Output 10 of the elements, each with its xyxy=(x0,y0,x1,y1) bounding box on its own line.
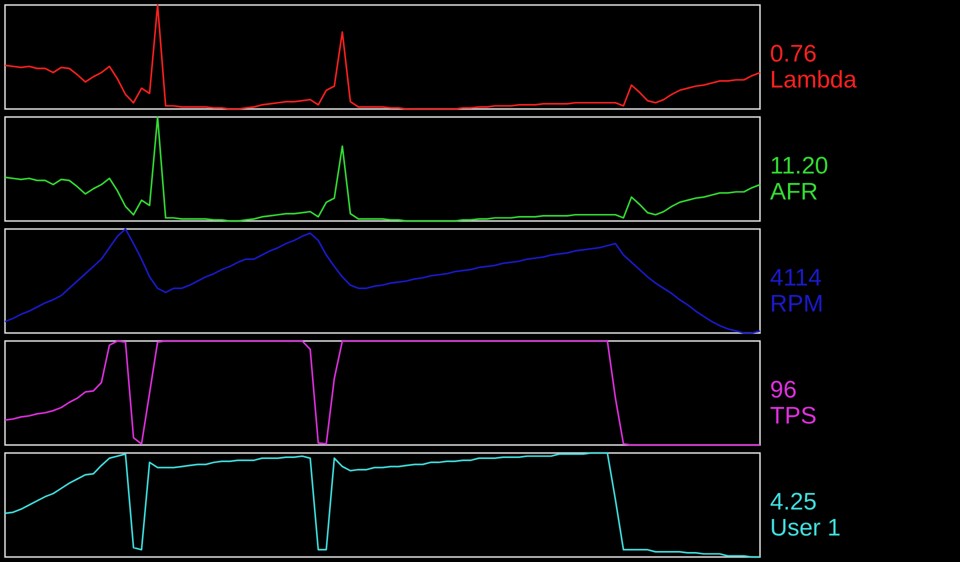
series-label: User 1 xyxy=(770,514,841,542)
text: 4.25 xyxy=(770,488,817,516)
series-label: TPS xyxy=(770,402,817,430)
series-label: AFR xyxy=(770,178,818,206)
text: 0.76 xyxy=(770,40,817,68)
text: 96 xyxy=(770,376,797,404)
text: 11.20 xyxy=(770,152,828,180)
text: 4114 xyxy=(770,264,822,292)
series-label: Lambda xyxy=(770,66,858,94)
series-label: RPM xyxy=(770,290,824,318)
